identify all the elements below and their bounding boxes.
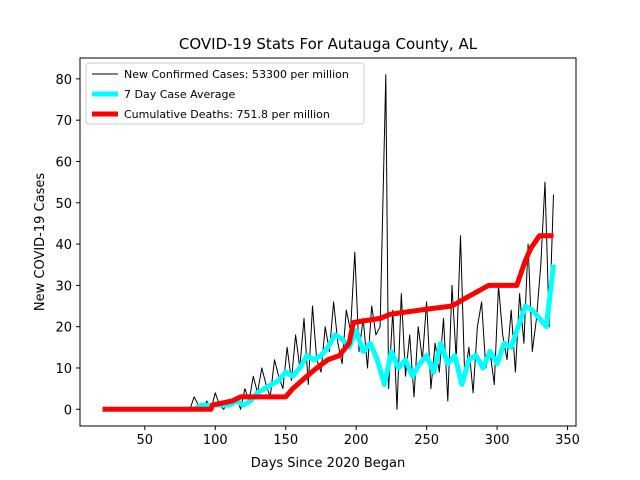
x-tick-label: 250 bbox=[414, 433, 439, 448]
y-tick-label: 40 bbox=[55, 238, 72, 253]
y-tick-label: 20 bbox=[55, 321, 72, 336]
y-tick-label: 80 bbox=[55, 73, 72, 88]
x-tick-label: 50 bbox=[137, 433, 154, 448]
legend-label: Cumulative Deaths: 751.8 per million bbox=[124, 108, 330, 121]
x-tick-label: 150 bbox=[273, 433, 298, 448]
x-tick-label: 200 bbox=[344, 433, 369, 448]
legend: New Confirmed Cases: 53300 per million 7 … bbox=[85, 62, 365, 125]
chart-title: COVID-19 Stats For Autauga County, AL bbox=[179, 35, 478, 53]
y-axis-label: New COVID-19 Cases bbox=[33, 173, 48, 311]
y-tick-label: 10 bbox=[55, 362, 72, 377]
y-tick-label: 0 bbox=[64, 403, 72, 418]
legend-label: New Confirmed Cases: 53300 per million bbox=[124, 68, 349, 81]
series-line bbox=[102, 233, 554, 412]
legend-box bbox=[85, 62, 365, 125]
y-tick-label: 30 bbox=[55, 279, 72, 294]
y-tick-label: 60 bbox=[55, 155, 72, 170]
x-tick-label: 350 bbox=[555, 433, 580, 448]
x-axis-label: Days Since 2020 Began bbox=[251, 456, 406, 471]
y-tick-label: 70 bbox=[55, 114, 72, 129]
y-tick-label: 50 bbox=[55, 197, 72, 212]
legend-label: 7 Day Case Average bbox=[124, 88, 236, 101]
x-tick-label: 100 bbox=[203, 433, 228, 448]
x-tick-label: 300 bbox=[485, 433, 510, 448]
axes-frame bbox=[79, 57, 577, 427]
series-line bbox=[189, 74, 554, 410]
